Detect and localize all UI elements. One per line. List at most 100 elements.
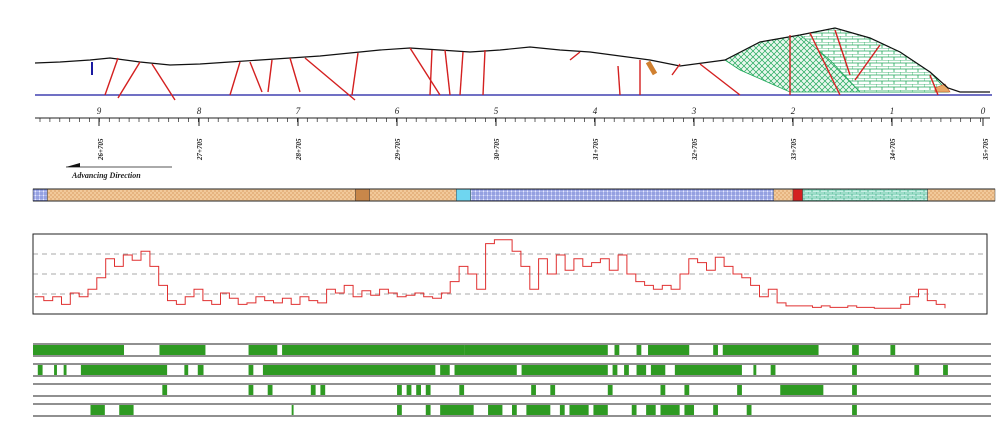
fault-line bbox=[854, 44, 881, 81]
direction-arrow-icon bbox=[66, 163, 80, 167]
bar-segment bbox=[753, 365, 757, 375]
fault-line bbox=[289, 57, 301, 93]
bar-segment bbox=[440, 365, 450, 375]
section-number: 8 bbox=[197, 106, 202, 116]
bar-segment bbox=[684, 405, 695, 415]
bar-segment bbox=[459, 385, 465, 395]
fault-line bbox=[569, 51, 581, 61]
geology-unit-sandstone-dark bbox=[355, 188, 370, 202]
fault-line bbox=[929, 74, 939, 96]
fault-line bbox=[429, 49, 433, 96]
bar-segment bbox=[559, 405, 565, 415]
section-number: 9 bbox=[97, 106, 102, 116]
bar-tracks bbox=[33, 343, 991, 417]
section-number: 7 bbox=[296, 106, 301, 116]
section-number: 2 bbox=[791, 106, 796, 116]
section-number: 6 bbox=[395, 106, 400, 116]
bar-segment bbox=[660, 385, 666, 395]
bar-segment bbox=[320, 385, 326, 395]
advancing-direction: Advancing Direction bbox=[66, 163, 172, 180]
section-number: 1 bbox=[890, 106, 895, 116]
bar-segment bbox=[943, 365, 948, 375]
fault-line bbox=[104, 57, 119, 96]
section-number: 3 bbox=[691, 106, 697, 116]
bar-segment bbox=[440, 405, 474, 415]
bar-segment bbox=[713, 405, 718, 415]
fault-line bbox=[444, 49, 451, 96]
parameter-series-line bbox=[35, 239, 946, 309]
geology-unit-sandstone bbox=[369, 188, 457, 202]
bar-segment bbox=[248, 385, 254, 395]
bar-segment bbox=[624, 365, 629, 375]
bar-segment bbox=[425, 405, 431, 415]
bar-segment bbox=[890, 345, 896, 355]
bar-segment bbox=[684, 385, 690, 395]
bar-segment bbox=[852, 345, 859, 355]
bar-segment bbox=[425, 385, 431, 395]
chainage-labels: 26+705 27+705 28+705 29+705 30+705 31+70… bbox=[97, 138, 990, 161]
bar-segment bbox=[37, 365, 43, 375]
bar-segment bbox=[569, 405, 589, 415]
fault-line bbox=[617, 65, 621, 96]
bar-segment bbox=[416, 385, 421, 395]
bar-segment bbox=[184, 365, 189, 375]
section-number-labels: 9 8 7 6 5 4 3 2 1 0 bbox=[97, 106, 986, 116]
fault-line bbox=[409, 47, 441, 96]
bar-segment bbox=[267, 385, 273, 395]
bar-segment bbox=[713, 345, 718, 355]
fault-line bbox=[482, 49, 486, 96]
bar-segment bbox=[746, 405, 752, 415]
bar-segment bbox=[674, 365, 742, 375]
chainage-label: 27+705 bbox=[196, 138, 204, 161]
geology-strip bbox=[32, 188, 996, 202]
bar-segment bbox=[612, 365, 618, 375]
fault-line bbox=[459, 51, 464, 96]
bar-segment bbox=[737, 385, 742, 395]
geology-unit-sandstone bbox=[773, 188, 794, 202]
bar-segment bbox=[397, 405, 402, 415]
bar-segment bbox=[464, 345, 608, 355]
fault-line bbox=[834, 29, 851, 76]
bar-segment bbox=[631, 405, 637, 415]
bar-segment bbox=[636, 365, 647, 375]
geology-unit-cyan bbox=[456, 188, 471, 202]
section-number: 4 bbox=[593, 106, 598, 116]
bar-segment bbox=[914, 365, 920, 375]
bar-segment bbox=[162, 385, 168, 395]
chainage-label: 35+705 bbox=[982, 138, 990, 161]
chainage-label: 34+705 bbox=[889, 138, 897, 161]
fault-line bbox=[151, 63, 176, 101]
bar-segment bbox=[607, 385, 613, 395]
bar-segment bbox=[80, 365, 168, 375]
bar-segment bbox=[397, 385, 402, 395]
bar-segment bbox=[119, 405, 134, 415]
ground-surface-line bbox=[34, 27, 990, 93]
bar-segment bbox=[282, 345, 465, 355]
bar-segment bbox=[310, 385, 316, 395]
bar-segment bbox=[593, 405, 608, 415]
chainage-label: 30+705 bbox=[493, 138, 501, 161]
fault-line bbox=[229, 61, 241, 96]
bar-segment bbox=[197, 365, 204, 375]
section-number: 5 bbox=[494, 106, 499, 116]
geology-unit-limestone bbox=[802, 188, 928, 202]
fault-line bbox=[809, 32, 841, 96]
chainage-label: 33+705 bbox=[790, 138, 798, 161]
chainage-label: 32+705 bbox=[691, 138, 699, 161]
bar-segment bbox=[852, 385, 857, 395]
fault-line bbox=[267, 59, 273, 93]
bar-segment bbox=[488, 405, 503, 415]
bar-segment bbox=[248, 365, 254, 375]
bar-segment bbox=[454, 365, 517, 375]
parameter-profile-panel bbox=[32, 233, 988, 315]
fault-line bbox=[249, 61, 263, 93]
bar-segment bbox=[852, 405, 857, 415]
orange-lens bbox=[645, 60, 658, 76]
bar-segment bbox=[159, 345, 206, 355]
bar-segment bbox=[262, 365, 436, 375]
fault-lines bbox=[104, 29, 939, 101]
bar-segment bbox=[550, 385, 556, 395]
geology-unit-red bbox=[792, 188, 803, 202]
bar-segment bbox=[291, 405, 294, 415]
